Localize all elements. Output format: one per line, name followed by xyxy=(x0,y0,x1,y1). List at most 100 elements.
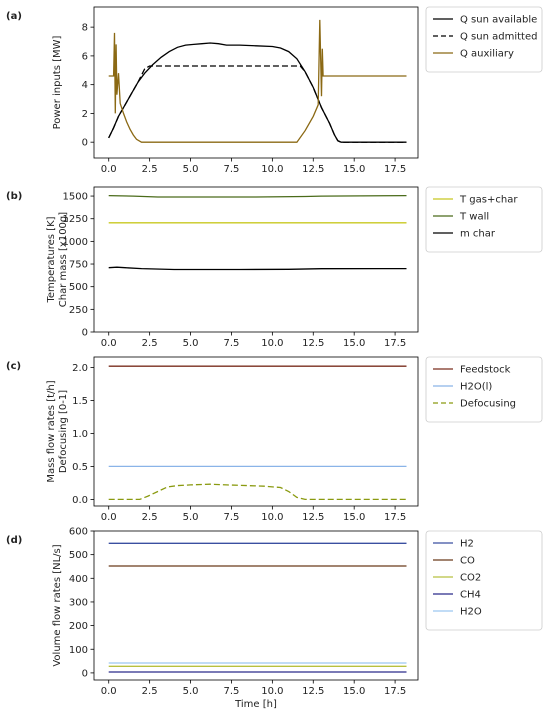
y-axis-label: Defocusing [0-1] xyxy=(58,390,69,473)
plot-frame xyxy=(93,6,419,159)
x-tick-label: 7.5 xyxy=(224,164,240,175)
y-tick-label: 500 xyxy=(69,282,88,293)
legend-entry-q-sun-available: Q sun available xyxy=(460,15,537,26)
y-tick-label: 0 xyxy=(82,138,88,149)
legend-entry-h2: H2 xyxy=(460,539,474,550)
x-tick-label: 17.5 xyxy=(384,164,406,175)
series-line-t-wall xyxy=(108,194,407,198)
legend-box xyxy=(425,530,543,631)
series-line-q-auxiliary xyxy=(108,19,407,143)
x-tick-label: 7.5 xyxy=(224,686,240,697)
legend-box xyxy=(425,356,543,423)
legend-entry-co: CO xyxy=(460,556,475,567)
series-line-m-char xyxy=(108,266,407,271)
x-tick-label: 2.5 xyxy=(142,164,158,175)
y-axis-label: Char mass [x100g] xyxy=(58,212,69,307)
x-tick-label: 2.5 xyxy=(142,686,158,697)
x-tick-label: 10.0 xyxy=(261,338,283,349)
x-tick-label: 17.5 xyxy=(384,686,406,697)
x-tick-label: 15.0 xyxy=(343,164,365,175)
y-tick-label: 2.0 xyxy=(72,363,88,374)
x-tick-label: 5.0 xyxy=(183,512,199,523)
y-tick-label: 8 xyxy=(82,23,88,34)
series-line-q-sun-available xyxy=(108,42,407,143)
y-axis-label: Temperatures [K] xyxy=(46,216,57,303)
y-tick-label: 750 xyxy=(69,260,88,271)
y-tick-label: 500 xyxy=(69,550,88,561)
x-tick-label: 0.0 xyxy=(101,164,117,175)
legend-entry-q-auxiliary: Q auxiliary xyxy=(460,49,514,60)
y-tick-label: 0 xyxy=(82,668,88,679)
x-tick-label: 12.5 xyxy=(302,686,324,697)
panel-label: (c) xyxy=(6,361,21,372)
legend: T gas+char T wall m char xyxy=(425,186,543,253)
legend-entry-co2: CO2 xyxy=(460,573,481,584)
y-tick-label: 250 xyxy=(69,305,88,316)
y-axis-label: Volume flow rates [NL/s] xyxy=(52,544,63,666)
x-tick-label: 5.0 xyxy=(183,338,199,349)
legend-entry-t-wall: T wall xyxy=(459,212,489,223)
legend-entry-q-sun-admitted: Q sun admitted xyxy=(460,32,537,43)
legend-box xyxy=(425,186,543,253)
chart-panel-c: (c) 0.0 2.5 5.0 7.5 10.0 12.5 15.0 17.5 0.0 0.5 1.0… xyxy=(6,356,543,523)
y-tick-label: 1.0 xyxy=(72,429,88,440)
y-tick-label: 0.5 xyxy=(72,462,88,473)
x-tick-label: 7.5 xyxy=(224,512,240,523)
y-tick-label: 1250 xyxy=(63,214,88,225)
series-line-defocusing xyxy=(108,483,407,501)
legend-entry-t-gas-char: T gas+char xyxy=(459,195,518,206)
plot-frame xyxy=(93,356,419,507)
y-tick-label: 2 xyxy=(82,109,88,120)
y-tick-label: 300 xyxy=(69,597,88,608)
legend: H2 CO CO2 CH4 H2O xyxy=(425,530,543,631)
plot-frame xyxy=(93,186,419,333)
legend-entry-h2o: H2O xyxy=(460,607,482,618)
x-tick-label: 15.0 xyxy=(343,512,365,523)
x-tick-label: 12.5 xyxy=(302,164,324,175)
x-tick-label: 5.0 xyxy=(183,164,199,175)
y-tick-label: 600 xyxy=(69,527,88,538)
x-tick-label: 0.0 xyxy=(101,686,117,697)
x-tick-label: 15.0 xyxy=(343,338,365,349)
legend: Feedstock H2O(l) Defocusing xyxy=(425,356,543,423)
y-tick-label: 200 xyxy=(69,621,88,632)
x-tick-label: 12.5 xyxy=(302,338,324,349)
x-tick-label: 15.0 xyxy=(343,686,365,697)
chart-panel-b: (b) 0.0 2.5 5.0 7.5 10.0 12.5 15.0 17.5 0 250 500 75… xyxy=(6,186,543,349)
x-tick-label: 17.5 xyxy=(384,512,406,523)
x-tick-label: 2.5 xyxy=(142,512,158,523)
y-tick-label: 0 xyxy=(82,328,88,339)
x-tick-label: 0.0 xyxy=(101,338,117,349)
x-tick-label: 10.0 xyxy=(261,164,283,175)
y-tick-label: 4 xyxy=(82,80,88,91)
x-axis-label: Time [h] xyxy=(234,699,277,710)
y-tick-label: 1500 xyxy=(63,192,88,203)
panel-label: (b) xyxy=(6,191,22,202)
legend-entry-m-char: m char xyxy=(460,229,496,240)
y-tick-label: 100 xyxy=(69,645,88,656)
legend-entry-feedstock: Feedstock xyxy=(460,365,511,376)
x-tick-label: 10.0 xyxy=(261,686,283,697)
legend-entry-h2o-l: H2O(l) xyxy=(460,382,492,393)
panel-label: (a) xyxy=(6,11,22,22)
x-tick-label: 17.5 xyxy=(384,338,406,349)
x-tick-label: 5.0 xyxy=(183,686,199,697)
x-tick-label: 12.5 xyxy=(302,512,324,523)
y-axis-label: Power inputs [MW] xyxy=(52,35,63,129)
x-tick-label: 2.5 xyxy=(142,338,158,349)
x-tick-label: 0.0 xyxy=(101,512,117,523)
chart-panel-a: (a) 0.0 2.5 5.0 7.5 10.0 12.5 15.0 17.5 0 2 4 6 8 Powe… xyxy=(6,6,543,175)
y-tick-label: 400 xyxy=(69,574,88,585)
legend: Q sun available Q sun admitted Q auxiliary xyxy=(425,6,543,73)
x-tick-label: 7.5 xyxy=(224,338,240,349)
panel-label: (d) xyxy=(6,535,22,546)
legend-entry-defocusing: Defocusing xyxy=(460,399,516,410)
plot-frame xyxy=(93,530,419,681)
y-tick-label: 0.0 xyxy=(72,495,88,506)
legend-entry-ch4: CH4 xyxy=(460,590,481,601)
y-axis-label: Mass flow rates [t/h] xyxy=(46,380,57,482)
legend-box xyxy=(425,6,543,73)
y-tick-label: 6 xyxy=(82,51,88,62)
y-tick-label: 1.5 xyxy=(72,396,88,407)
